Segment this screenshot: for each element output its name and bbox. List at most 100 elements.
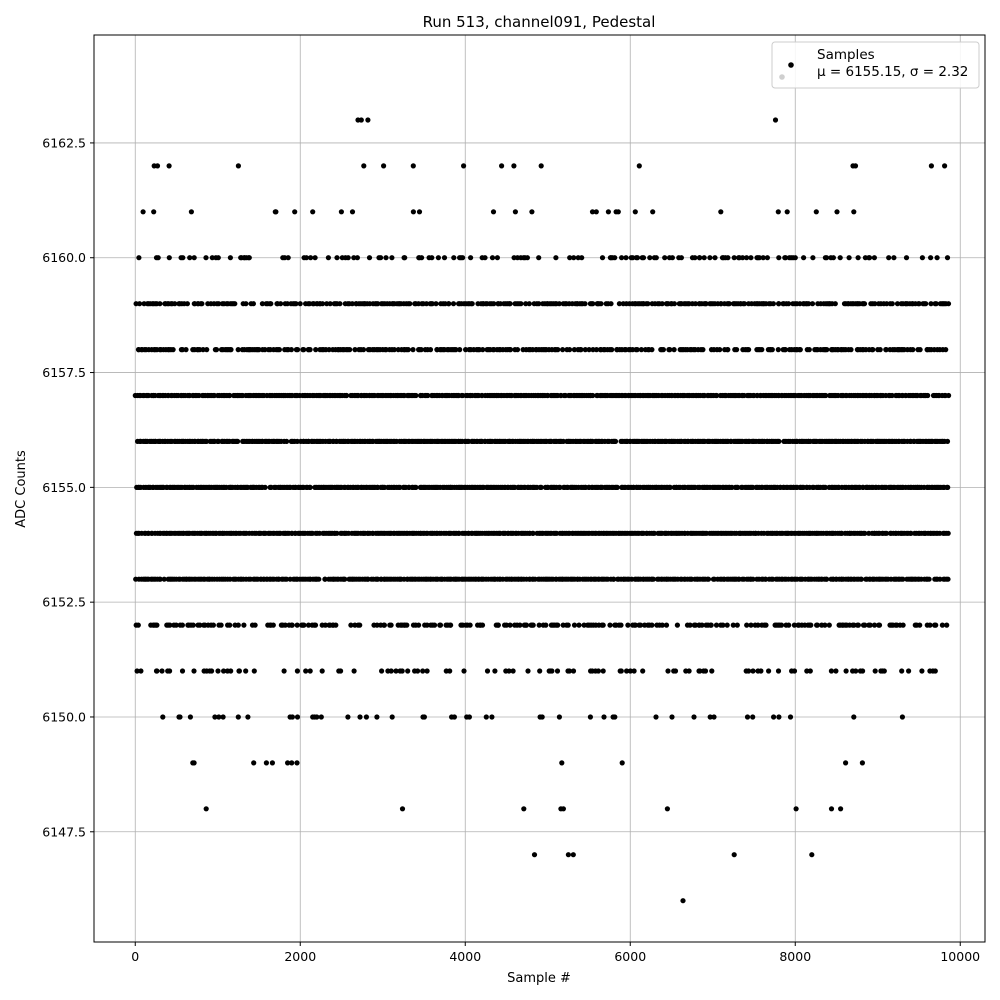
- data-point: [624, 668, 630, 674]
- data-point: [894, 301, 901, 307]
- data-point: [664, 806, 671, 812]
- data-point: [293, 301, 299, 307]
- data-point: [334, 255, 340, 261]
- data-point: [216, 714, 222, 720]
- data-point: [399, 806, 406, 812]
- data-point: [467, 622, 473, 628]
- data-point: [419, 255, 425, 261]
- data-point: [809, 301, 816, 307]
- data-point: [925, 392, 931, 399]
- data-point: [807, 668, 813, 674]
- data-point: [852, 163, 859, 169]
- data-point: [555, 622, 561, 628]
- data-point: [671, 301, 678, 307]
- data-point: [405, 668, 411, 674]
- data-point: [900, 576, 906, 582]
- data-point: [191, 668, 197, 674]
- data-point: [570, 852, 576, 858]
- data-point: [381, 622, 387, 628]
- data-point: [700, 347, 706, 353]
- data-point: [579, 255, 585, 261]
- data-point: [227, 392, 233, 399]
- data-point: [771, 714, 777, 720]
- data-points: [132, 117, 952, 904]
- data-point: [697, 255, 703, 261]
- data-point: [424, 622, 430, 628]
- data-point: [649, 347, 655, 353]
- data-point: [763, 622, 769, 628]
- data-point: [437, 622, 444, 628]
- data-point: [446, 301, 452, 307]
- data-point: [755, 622, 761, 628]
- data-point: [623, 255, 629, 261]
- data-point: [379, 668, 385, 674]
- data-point: [429, 255, 435, 261]
- data-point: [919, 255, 926, 261]
- data-point: [327, 301, 333, 307]
- data-point: [451, 714, 457, 720]
- data-point: [899, 714, 906, 720]
- data-point: [512, 209, 519, 215]
- data-point: [650, 576, 657, 582]
- data-point: [227, 255, 233, 261]
- data-point: [179, 668, 186, 674]
- data-point: [351, 668, 357, 674]
- data-point: [413, 484, 419, 490]
- data-point: [492, 668, 498, 674]
- data-point: [837, 255, 843, 261]
- data-point: [313, 347, 319, 353]
- data-point: [665, 668, 671, 674]
- data-point: [514, 347, 521, 353]
- data-point: [345, 714, 351, 720]
- data-point: [135, 622, 141, 628]
- data-point: [859, 760, 866, 766]
- data-point: [333, 622, 339, 628]
- data-point: [792, 255, 798, 261]
- data-point: [889, 301, 895, 307]
- data-point: [554, 668, 561, 674]
- data-point: [615, 209, 621, 215]
- plot-frame: [93, 34, 986, 943]
- data-point: [746, 668, 752, 674]
- data-point: [565, 622, 571, 628]
- data-point: [235, 438, 241, 444]
- data-point: [383, 255, 389, 261]
- data-point: [560, 347, 566, 353]
- data-point: [793, 806, 799, 812]
- data-point: [511, 163, 517, 169]
- data-point: [830, 255, 837, 261]
- data-point: [451, 255, 457, 261]
- data-point: [256, 347, 262, 353]
- data-point: [900, 622, 906, 628]
- data-point: [525, 668, 531, 674]
- data-point: [589, 209, 596, 215]
- data-point: [399, 668, 405, 674]
- data-point: [232, 301, 238, 307]
- data-point: [402, 255, 408, 261]
- data-point: [480, 347, 486, 353]
- data-point: [609, 347, 615, 353]
- data-point: [801, 255, 807, 261]
- data-point: [318, 714, 324, 720]
- data-point: [177, 714, 183, 720]
- data-point: [871, 622, 878, 628]
- data-point: [316, 576, 322, 582]
- data-point: [421, 714, 427, 720]
- x-axis-ticks: 0 2000 4000 6000 8000 10000: [131, 942, 980, 964]
- data-point: [160, 714, 166, 720]
- data-point: [687, 622, 693, 628]
- data-point: [570, 668, 577, 674]
- data-point: [906, 668, 912, 674]
- data-point: [213, 347, 220, 353]
- x-axis-label: Sample #: [507, 971, 571, 986]
- data-point: [529, 209, 535, 215]
- data-point: [701, 255, 707, 261]
- data-point: [711, 714, 717, 720]
- data-point: [616, 301, 623, 307]
- data-point: [608, 301, 614, 307]
- data-point: [203, 255, 209, 261]
- data-point: [453, 347, 459, 353]
- data-point: [560, 438, 566, 444]
- data-point: [285, 255, 291, 261]
